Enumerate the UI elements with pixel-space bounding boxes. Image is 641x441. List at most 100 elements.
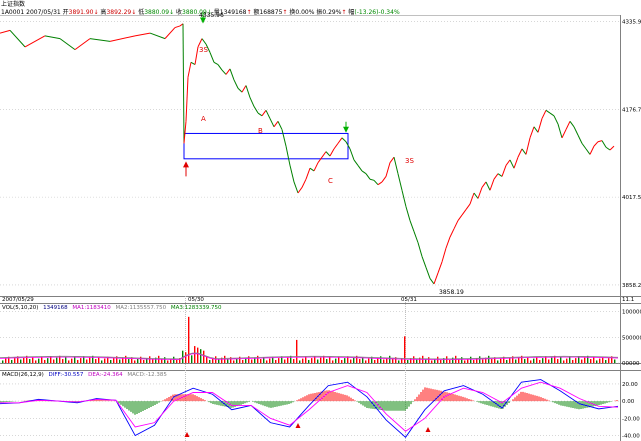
- price-segment: [565, 121, 571, 130]
- volume-bar: [164, 357, 166, 363]
- volume-ma2-line: [0, 353, 619, 361]
- volume-bar: [380, 356, 382, 363]
- price-segment: [577, 134, 583, 144]
- volume-bar: [344, 358, 346, 363]
- volume-bar: [545, 356, 547, 363]
- price-segment: [301, 178, 307, 188]
- price-segment: [389, 156, 395, 163]
- volume-bar: [113, 358, 115, 363]
- price-segment: [481, 181, 487, 188]
- price-segment: [24, 35, 46, 48]
- price-segment: [281, 129, 287, 147]
- volume-bar: [392, 359, 394, 363]
- volume-bar: [416, 359, 418, 363]
- volume-bar: [203, 350, 205, 363]
- price-segment: [174, 25, 181, 29]
- index-code: 1A0001: [1, 9, 25, 16]
- price-segment: [353, 159, 359, 166]
- volume-bar: [269, 358, 271, 363]
- volume-bar: [143, 359, 145, 363]
- price-segment: [109, 35, 136, 42]
- volume-bar: [332, 360, 334, 363]
- macd-tick-label: 0.00: [622, 399, 635, 405]
- volume-bar: [371, 356, 373, 363]
- price-segment: [221, 69, 227, 75]
- price-segment: [469, 192, 475, 205]
- volume-bar: [386, 357, 388, 363]
- low-value: 3880.09: [144, 9, 170, 16]
- volume-bar: [20, 359, 22, 363]
- price-segment: [209, 52, 215, 63]
- volume-bar: [47, 358, 49, 363]
- volume-bar: [92, 355, 94, 363]
- price-segment: [237, 87, 243, 93]
- price-segment: [537, 118, 543, 133]
- volume-bar: [236, 358, 238, 363]
- price-segment: [253, 106, 259, 114]
- price-segment: [453, 220, 459, 230]
- volume-bar: [185, 352, 187, 363]
- volume-bar: [524, 359, 526, 363]
- volume-bar: [41, 356, 43, 363]
- volume-bar: [584, 357, 586, 363]
- index-name: 上证指数: [1, 1, 26, 8]
- macd-dea-value: -24.364: [101, 372, 123, 378]
- macd-up-arrow: [425, 427, 431, 432]
- volume-bar: [278, 358, 280, 363]
- open-value: 3891.90: [68, 9, 94, 16]
- volume-bar: [359, 359, 361, 363]
- price-segment: [261, 109, 267, 117]
- price-segment: [529, 126, 535, 139]
- volume-bar: [569, 356, 571, 363]
- volume-bar: [599, 358, 601, 363]
- price-segment: [457, 214, 463, 221]
- price-segment: [465, 203, 471, 210]
- amplitude-label: 振: [316, 9, 323, 16]
- volume-bar: [155, 357, 157, 363]
- volume-bar: [335, 358, 337, 363]
- volume-bar: [482, 359, 484, 363]
- volume-bar: [5, 358, 7, 363]
- volume-bar: [353, 357, 355, 363]
- volume-bar: [266, 360, 268, 363]
- volume-bar: [83, 356, 85, 363]
- chart-frame: [0, 15, 641, 441]
- volume-bar: [356, 355, 358, 363]
- macd-tick-label: 20.00: [622, 382, 638, 388]
- volume-bar: [563, 360, 565, 363]
- volume-ma1-value: 1183410: [86, 305, 111, 311]
- volume-bar: [89, 357, 91, 363]
- volume-bar: [104, 358, 106, 363]
- volume-bar: [317, 359, 319, 363]
- volume-title-text: VOL(5,10,20): [2, 305, 38, 311]
- price-segment: [365, 173, 371, 180]
- volume-bar: [410, 358, 412, 363]
- volume-bar: [11, 359, 13, 363]
- close-value: 3880.09: [182, 9, 207, 16]
- price-segment: [309, 167, 315, 172]
- price-segment: [265, 110, 271, 119]
- price-segment: [345, 141, 351, 150]
- volume-bar: [320, 357, 322, 363]
- volume-bar: [593, 357, 595, 363]
- price-segment: [417, 242, 423, 257]
- price-line: [0, 23, 615, 285]
- volume-bar: [347, 356, 349, 363]
- volume-bar: [362, 357, 364, 363]
- price-segment: [277, 121, 283, 130]
- volume-bar: [146, 358, 148, 363]
- price-segment: [213, 61, 219, 65]
- volume-bar: [248, 356, 250, 363]
- price-segment: [179, 23, 184, 27]
- volume-bar: [53, 359, 55, 363]
- price-segment: [589, 145, 595, 155]
- volume-bar: [275, 359, 277, 363]
- volume-bar: [107, 356, 109, 363]
- volume-bar: [80, 358, 82, 363]
- volume-bar: [38, 358, 40, 363]
- price-segment: [289, 165, 295, 183]
- price-tick-label: 4335.96: [622, 20, 641, 26]
- price-segment: [393, 157, 399, 174]
- price-segment: [521, 148, 527, 155]
